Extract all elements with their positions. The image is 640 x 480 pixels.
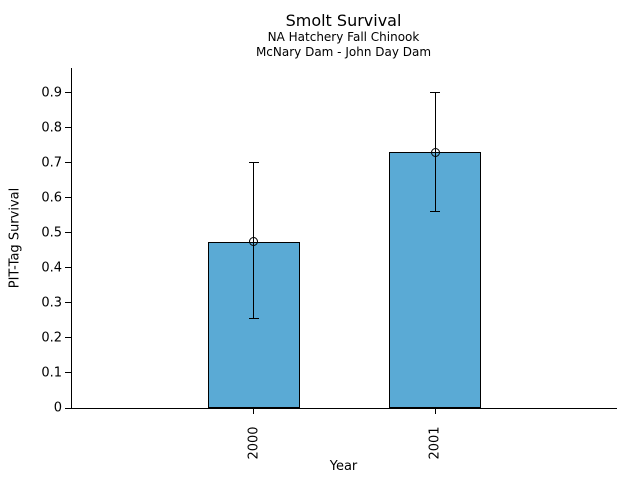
y-tick-mark [65, 127, 71, 129]
x-axis-label: Year [329, 459, 358, 474]
error-bar-cap-lower [430, 210, 441, 213]
y-tick-mark [65, 197, 71, 199]
error-bar-cap-upper [248, 161, 259, 164]
plot-area: 0 0.1 0.2 0.3 0.4 0.5 0.6 0.7 0.8 0.9 2000 2001 [41, 68, 617, 460]
data-point-marker [249, 237, 259, 246]
x-tick-label-text: 2000 [246, 426, 262, 460]
y-tick-mark [65, 337, 71, 339]
y-tick-mark [65, 162, 71, 164]
y-tick-mark [65, 302, 71, 304]
y-tick-label: 0.8 [41, 120, 62, 136]
error-bar-cap-upper [430, 91, 441, 94]
chart-subtitle-line2: McNary Dam - John Day Dam [255, 45, 432, 59]
y-tick-label: 0 [53, 400, 62, 416]
y-tick-label: 0.2 [41, 330, 62, 346]
y-tick-mark [65, 232, 71, 234]
y-tick-mark [65, 267, 71, 269]
x-tick-mark [434, 408, 436, 414]
y-tick-mark [65, 92, 71, 94]
y-tick-label: 0.1 [41, 365, 62, 381]
y-tick-label: 0.5 [41, 225, 62, 241]
y-axis-label: PIT-Tag Survival [7, 187, 23, 289]
y-tick-mark [65, 407, 71, 409]
y-tick-label: 0.4 [41, 260, 62, 276]
chart-title: Smolt Survival [285, 11, 402, 30]
x-tick-label: 2000 [246, 424, 262, 462]
error-bar-cap-lower [248, 317, 259, 320]
chart-subtitle-line1: NA Hatchery Fall Chinook [267, 30, 420, 44]
x-tick-label: 2001 [427, 424, 443, 462]
y-tick-label: 0.9 [41, 85, 62, 101]
y-tick-label: 0.7 [41, 155, 62, 171]
x-tick-label-text: 2001 [427, 426, 443, 460]
data-point-marker [430, 147, 440, 157]
y-tick-mark [65, 372, 71, 374]
chart-title-block: Smolt Survival NA Hatchery Fall Chinook … [71, 11, 616, 60]
x-tick-mark [253, 408, 255, 414]
y-tick-label: 0.3 [41, 295, 62, 311]
y-tick-label: 0.6 [41, 190, 62, 206]
